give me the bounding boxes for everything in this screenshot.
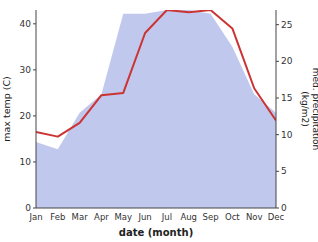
x-tick-label: Aug xyxy=(180,212,197,222)
y-tick xyxy=(33,208,36,209)
y-tick xyxy=(33,115,36,116)
x-tick-label: Nov xyxy=(246,212,263,222)
y-tick-label: 10 xyxy=(20,157,32,167)
y2-tick xyxy=(276,171,279,172)
x-tick-label: Dec xyxy=(268,212,285,222)
x-tick-label: Apr xyxy=(94,212,109,222)
x-tick-label: Jan xyxy=(28,212,42,222)
y2-tick-label: 20 xyxy=(281,56,293,66)
y2-axis-line xyxy=(276,10,277,208)
x-axis-title: date (month) xyxy=(119,227,193,238)
y2-axis-title-line: med. precipitation xyxy=(311,68,318,150)
x-tick-label: Jun xyxy=(137,212,151,222)
x-tick-label: Mar xyxy=(72,212,89,222)
y-axis-title: max temp (C) xyxy=(1,76,12,142)
plot-area xyxy=(36,10,276,208)
x-tick-label: Feb xyxy=(50,212,65,222)
y2-tick-label: 5 xyxy=(281,166,287,176)
x-tick-label: Oct xyxy=(225,212,240,222)
x-tick-label: May xyxy=(114,212,132,222)
y2-tick xyxy=(276,24,279,25)
y-tick xyxy=(33,23,36,24)
chart: 0102030400510152025JanFebMarAprMayJunJul… xyxy=(0,0,318,242)
y2-tick xyxy=(276,98,279,99)
y2-axis-title: med. precipitation(kg/m2) xyxy=(300,68,318,150)
x-axis-line xyxy=(36,208,276,209)
y-tick-label: 20 xyxy=(20,111,32,121)
y2-axis-title-line: (kg/m2) xyxy=(300,91,310,126)
y2-tick-label: 15 xyxy=(281,93,292,103)
y-tick xyxy=(33,161,36,162)
y2-tick xyxy=(276,208,279,209)
y2-tick-label: 10 xyxy=(281,130,293,140)
y-axis-line xyxy=(36,10,37,208)
precipitation-area xyxy=(36,10,276,208)
y2-tick xyxy=(276,134,279,135)
y-tick-label: 30 xyxy=(20,65,32,75)
x-tick-label: Sep xyxy=(203,212,219,222)
y2-tick xyxy=(276,61,279,62)
x-tick-label: Jul xyxy=(161,212,172,222)
y-tick xyxy=(33,69,36,70)
y2-tick-label: 25 xyxy=(281,20,292,30)
temperature-line xyxy=(36,10,276,137)
y-tick-label: 40 xyxy=(20,19,32,29)
